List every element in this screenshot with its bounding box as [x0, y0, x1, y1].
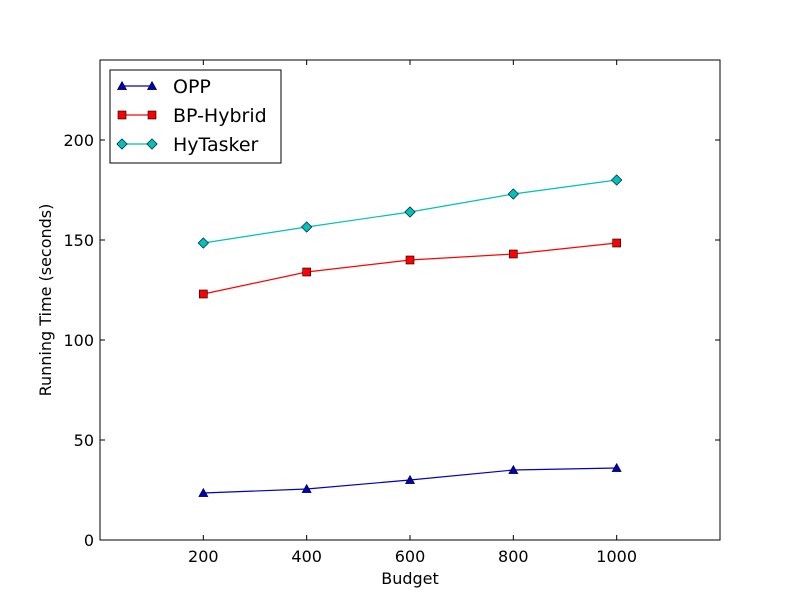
x-tick-label: 800 [498, 547, 529, 566]
y-tick-label: 150 [63, 231, 94, 250]
legend: OPP BP-Hybrid HyTasker [109, 69, 282, 164]
data-point [612, 238, 621, 248]
legend-marker [146, 80, 158, 90]
series-layer [197, 174, 623, 497]
series-hytasker [197, 174, 623, 249]
legend-marker [116, 138, 128, 150]
x-axis-label: Budget [381, 569, 439, 588]
data-point [507, 188, 519, 200]
x-tick-label: 600 [395, 547, 426, 566]
x-tick-label: 400 [291, 547, 322, 566]
legend-marker [117, 110, 127, 120]
series-opp [198, 462, 622, 497]
data-point [198, 487, 209, 497]
series-bp-hybrid [199, 238, 621, 299]
legend-item: HyTasker [116, 134, 259, 156]
data-point [405, 255, 415, 265]
y-axis: 0 50 100 150 200 [63, 131, 720, 550]
legend-marker [146, 138, 158, 150]
x-tick-label: 1000 [596, 547, 637, 566]
legend-label: OPP [173, 76, 211, 98]
y-tick-label: 200 [63, 131, 94, 150]
y-axis-label: Running Time (seconds) [36, 204, 55, 397]
data-point [404, 474, 416, 484]
y-tick-label: 0 [84, 531, 94, 550]
data-point [301, 221, 313, 233]
data-point [509, 249, 518, 259]
legend-label: HyTasker [173, 134, 259, 156]
x-tick-label: 200 [188, 547, 219, 566]
legend-marker [116, 80, 128, 90]
x-axis: 200 400 600 800 1000 [188, 60, 637, 566]
series-line [203, 242, 617, 295]
data-point [611, 174, 623, 186]
data-point [301, 483, 312, 493]
legend-marker [147, 110, 157, 120]
data-point [199, 289, 208, 299]
y-tick-label: 100 [63, 331, 94, 350]
data-point [611, 462, 622, 472]
data-point [302, 267, 311, 277]
legend-label: BP-Hybrid [173, 105, 267, 127]
data-point [508, 464, 519, 474]
legend-item: BP-Hybrid [117, 105, 267, 127]
data-point [404, 206, 416, 218]
data-point [197, 237, 209, 249]
legend-item: OPP [116, 76, 211, 98]
y-tick-label: 50 [74, 431, 94, 450]
